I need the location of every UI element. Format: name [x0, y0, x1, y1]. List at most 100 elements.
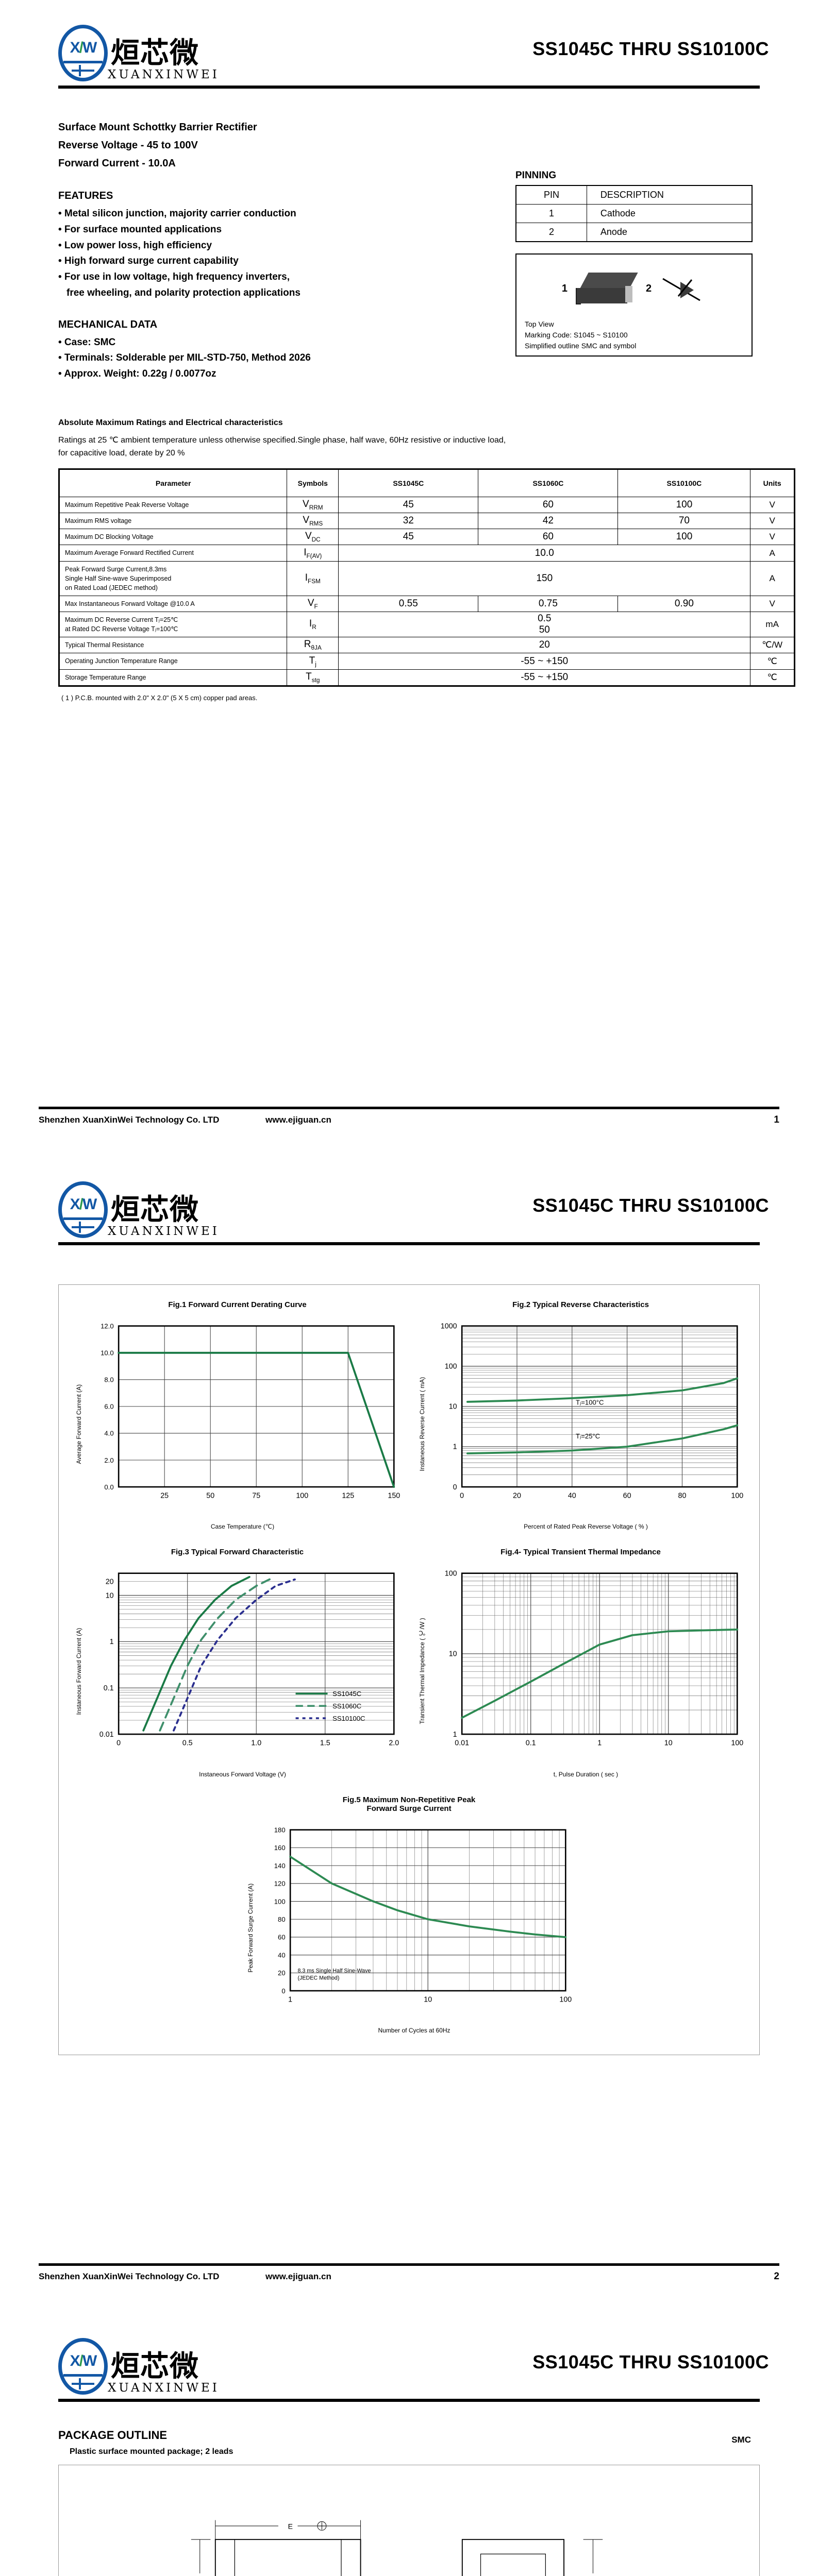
package-heading: PACKAGE OUTLINE — [58, 2429, 168, 2442]
svg-text:40: 40 — [567, 1492, 576, 1500]
svg-text:1.0: 1.0 — [251, 1739, 261, 1748]
brand-en-name: XUANXINWEI — [108, 68, 220, 81]
svg-text:1: 1 — [597, 1739, 602, 1748]
rating-symbol: RθJA — [287, 637, 339, 654]
rating-unit: ℃ — [750, 669, 795, 686]
table-row: Peak Forward Surge Current,8.3ms Single H… — [58, 561, 795, 596]
brand-en-name: XUANXINWEI — [108, 2381, 220, 2395]
svg-text:10: 10 — [448, 1403, 457, 1411]
rating-parameter: Maximum Average Forward Rectified Curren… — [58, 545, 288, 562]
rating-symbol: IF(AV) — [287, 545, 339, 562]
page-header: X/W 烜芯微 XUANXINWEI SS1045C THRU SS10100C — [39, 2313, 779, 2411]
svg-text:10: 10 — [105, 1592, 113, 1600]
svg-text:0.1: 0.1 — [525, 1739, 536, 1748]
svg-text:0.01: 0.01 — [455, 1739, 469, 1748]
svg-text:20: 20 — [513, 1492, 521, 1500]
svg-text:100: 100 — [731, 1492, 743, 1500]
svg-text:20: 20 — [278, 1969, 286, 1977]
footer-page-number: 1 — [774, 1114, 779, 1125]
fig5-plot: 1 10 100 0 20 40 60 80 100 120 140 160 180 8.3 ms Sin… — [274, 1826, 572, 2004]
fig5-title: Fig.5 Maximum Non-Repetitive Peak Forwar… — [244, 1795, 574, 1813]
rating-value: 60 — [478, 497, 619, 514]
page-3: X/W 烜芯微 XUANXINWEI SS1045C THRU SS10100C… — [0, 2313, 818, 2576]
logo-letter-x: X — [70, 39, 80, 56]
rating-symbol: IFSM — [287, 561, 339, 596]
package-symbol-box: 1 2 Top View Marking Code: S1045 ~ S1010… — [515, 253, 753, 357]
logo-oval-icon: X/W — [58, 25, 108, 81]
table-row: 1 Cathode — [515, 204, 753, 223]
svg-text:4.0: 4.0 — [104, 1430, 113, 1437]
charts-container: Fig.1 Forward Current Derating Curve Ave… — [58, 1284, 760, 2056]
rating-value: 150 — [338, 561, 751, 596]
package-outline-drawing: E D E₁ b A — [191, 2520, 603, 2576]
svg-text:80: 80 — [278, 1916, 286, 1923]
rating-value: 0.55 — [338, 595, 479, 613]
rating-symbol: VDC — [287, 529, 339, 546]
table-row: Maximum Repetitive Peak Reverse Voltage V… — [58, 497, 795, 514]
rating-symbol: Tj — [287, 653, 339, 670]
fig1-plot: 25 50 75 100 125 150 0.0 2.0 4.0 6.0 8.0 10.0 12.0 — [101, 1322, 400, 1500]
table-row: Maximum RMS voltage VRMS 32 42 70 V — [58, 513, 795, 530]
svg-text:120: 120 — [274, 1879, 285, 1887]
table-header-row: PIN DESCRIPTION — [515, 185, 753, 205]
package-outline-frame: E D E₁ b A — [58, 2465, 760, 2576]
svg-text:Tⱼ=25°C: Tⱼ=25°C — [575, 1432, 599, 1440]
logo-letter-w: W — [82, 1196, 97, 1213]
feature-item: • For use in low voltage, high frequency… — [58, 272, 290, 283]
diagram-caption-marking: Marking Code: S1045 ~ S10100 — [525, 331, 628, 339]
svg-text:100: 100 — [274, 1897, 285, 1905]
rating-symbol: VF — [287, 595, 339, 613]
mechanical-item: • Approx. Weight: 0.22g / 0.0077oz — [58, 368, 216, 380]
svg-text:100: 100 — [559, 1995, 572, 2004]
page-header: X/W 烜芯微 XUANXINWEI SS1045C THRU SS10100C — [39, 0, 779, 98]
rating-unit: A — [750, 561, 795, 596]
svg-text:100: 100 — [444, 1570, 457, 1578]
logo-letter-w: W — [82, 2352, 97, 2369]
intro-block: Surface Mount Schottky Barrier Rectifier… — [58, 118, 779, 173]
svg-text:40: 40 — [278, 1951, 286, 1959]
svg-text:180: 180 — [274, 1826, 285, 1834]
col-header-ss1060c: SS1060C — [478, 469, 619, 498]
fig3-xlabel: Instaneous Forward Voltage (V) — [199, 1770, 286, 1778]
mechanical-item: • Case: SMC — [58, 336, 116, 348]
rating-symbol: Tstg — [287, 669, 339, 686]
logo-slash: / — [79, 1196, 84, 1213]
rating-parameter: Maximum DC Reverse Current Tⱼ=25℃ at Rate… — [58, 612, 288, 638]
rating-symbol: IR — [287, 612, 339, 638]
figure-1: Fig.1 Forward Current Derating Curve Ave… — [73, 1300, 403, 1530]
svg-text:12.0: 12.0 — [101, 1322, 114, 1330]
fig4-xlabel: t, Pulse Duration ( sec ) — [553, 1770, 619, 1778]
col-header-ss10100c: SS10100C — [617, 469, 751, 498]
rating-value: 42 — [478, 513, 619, 530]
page-footer: Shenzhen XuanXinWei Technology Co. LTD w… — [39, 2263, 779, 2282]
rating-value: 45 — [338, 497, 479, 514]
logo-letter-w: W — [82, 39, 97, 56]
intro-line-2: Reverse Voltage - 45 to 100V — [58, 140, 198, 151]
pinning-table: PIN DESCRIPTION 1 Cathode 2 Anode — [515, 185, 753, 242]
logo-letter-x: X — [70, 2352, 80, 2369]
rating-parameter: Maximum RMS voltage — [58, 513, 288, 530]
svg-text:100: 100 — [444, 1363, 457, 1371]
svg-text:SS1045C: SS1045C — [332, 1690, 361, 1698]
intro-line-3: Forward Current - 10.0A — [58, 158, 176, 169]
company-logo: X/W 烜芯微 XUANXINWEI — [58, 25, 220, 81]
ratings-note: Ratings at 25 ℃ ambient temperature unle… — [58, 434, 779, 460]
rating-symbol: VRMS — [287, 513, 339, 530]
ratings-note-line-2: for capacitive load, derate by 20 % — [58, 449, 185, 458]
pinning-label: PINNING — [515, 170, 557, 181]
table-row: Maximum DC Reverse Current Tⱼ=25℃ at Rate… — [58, 612, 795, 638]
rating-value: 32 — [338, 513, 479, 530]
svg-text:2.0: 2.0 — [389, 1739, 399, 1748]
svg-text:0: 0 — [453, 1483, 457, 1492]
svg-text:Tⱼ=100°C: Tⱼ=100°C — [575, 1398, 604, 1406]
figure-5: Fig.5 Maximum Non-Repetitive Peak Forwar… — [244, 1795, 574, 2034]
fig1-xlabel: Case Temperature (℃) — [210, 1523, 275, 1531]
fig5-title-line-2: Forward Surge Current — [366, 1804, 452, 1813]
rating-value: -55 ~ +150 — [338, 669, 751, 686]
rating-unit: V — [750, 497, 795, 514]
brand-cn-name: 烜芯微 — [111, 36, 199, 70]
feature-item: • For surface mounted applications — [58, 224, 222, 235]
figure-4: Fig.4- Typical Transient Thermal Impedan… — [416, 1548, 746, 1777]
fig5-ylabel: Peak Forward Surge Current (A) — [246, 1883, 254, 1972]
ratings-body: Maximum Repetitive Peak Reverse Voltage V… — [58, 497, 795, 686]
